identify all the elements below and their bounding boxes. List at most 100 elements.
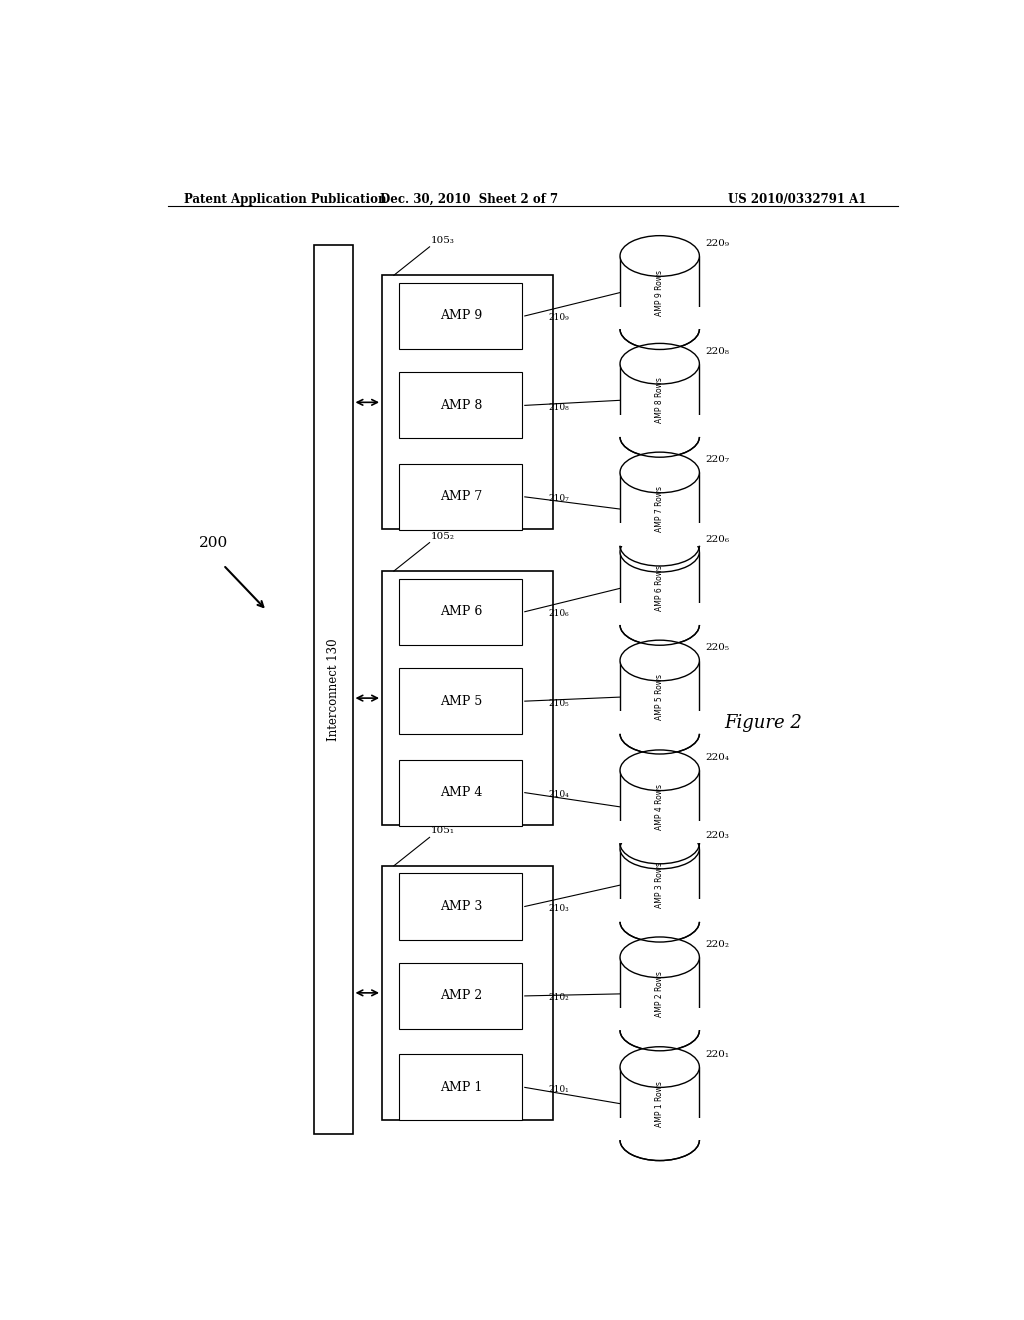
Text: AMP 3: AMP 3: [439, 900, 482, 913]
Text: AMP 1: AMP 1: [439, 1081, 482, 1094]
Text: 210₃: 210₃: [549, 904, 569, 913]
Bar: [620, 1067, 699, 1140]
Ellipse shape: [621, 750, 699, 791]
Text: 220₉: 220₉: [706, 239, 730, 248]
Bar: [314, 244, 352, 1134]
Ellipse shape: [621, 309, 699, 350]
Bar: [620, 364, 699, 437]
Point: [424, 239, 436, 255]
Text: 220₄: 220₄: [706, 754, 730, 762]
Bar: [399, 668, 522, 734]
Bar: [618, 523, 701, 545]
Ellipse shape: [621, 532, 699, 572]
Text: AMP 4 Rows: AMP 4 Rows: [655, 784, 665, 830]
Ellipse shape: [621, 828, 699, 869]
Point: [424, 829, 436, 845]
Bar: [620, 957, 699, 1031]
Ellipse shape: [621, 937, 699, 978]
Text: 220₆: 220₆: [706, 535, 730, 544]
Ellipse shape: [621, 824, 699, 863]
Text: Patent Application Publication: Patent Application Publication: [183, 193, 386, 206]
Line: 2 pts: 2 pts: [394, 837, 430, 866]
Ellipse shape: [621, 1047, 699, 1088]
Bar: [399, 463, 522, 529]
Point: [424, 535, 436, 550]
Text: 210₉: 210₉: [549, 313, 569, 322]
Bar: [399, 874, 522, 940]
Text: Dec. 30, 2010  Sheet 2 of 7: Dec. 30, 2010 Sheet 2 of 7: [380, 193, 558, 206]
Ellipse shape: [621, 713, 699, 754]
Bar: [620, 256, 699, 329]
Bar: [618, 306, 701, 329]
Text: 220₂: 220₂: [706, 940, 730, 949]
Text: AMP 2: AMP 2: [439, 990, 482, 1002]
Bar: [620, 849, 699, 921]
Bar: [399, 372, 522, 438]
Ellipse shape: [621, 525, 699, 566]
Text: 220₇: 220₇: [706, 455, 730, 465]
Bar: [382, 866, 553, 1119]
Bar: [382, 572, 553, 825]
Text: 220₁: 220₁: [706, 1049, 730, 1059]
Text: 220₃: 220₃: [706, 832, 730, 841]
Bar: [399, 962, 522, 1030]
Text: 105₁: 105₁: [430, 826, 455, 836]
Bar: [620, 771, 699, 843]
Bar: [618, 1008, 701, 1031]
Text: 210₁: 210₁: [549, 1085, 569, 1094]
Text: AMP 1 Rows: AMP 1 Rows: [655, 1081, 665, 1126]
Bar: [618, 899, 701, 921]
Bar: [618, 602, 701, 624]
Ellipse shape: [621, 902, 699, 942]
Text: 210₆: 210₆: [549, 610, 569, 618]
Ellipse shape: [621, 236, 699, 276]
Ellipse shape: [621, 343, 699, 384]
Point: [388, 858, 400, 874]
Bar: [382, 276, 553, 529]
Bar: [618, 1118, 701, 1140]
Text: US 2010/0332791 A1: US 2010/0332791 A1: [728, 193, 866, 206]
Text: 210₅: 210₅: [549, 698, 569, 708]
Text: 210₂: 210₂: [549, 994, 569, 1002]
Bar: [618, 711, 701, 734]
Text: 220₈: 220₈: [706, 347, 730, 355]
Bar: [399, 282, 522, 348]
Point: [388, 564, 400, 579]
Text: AMP 9: AMP 9: [439, 309, 482, 322]
Text: 200: 200: [200, 536, 228, 549]
Bar: [620, 552, 699, 624]
Text: AMP 2 Rows: AMP 2 Rows: [655, 972, 665, 1016]
Point: [388, 268, 400, 284]
Text: 105₃: 105₃: [430, 236, 455, 244]
Ellipse shape: [621, 1119, 699, 1160]
Text: Figure 2: Figure 2: [724, 714, 802, 731]
Text: 210₈: 210₈: [549, 403, 569, 412]
Ellipse shape: [621, 453, 699, 492]
Bar: [399, 578, 522, 644]
Bar: [618, 821, 701, 843]
Ellipse shape: [621, 1010, 699, 1051]
Text: 220₅: 220₅: [706, 643, 730, 652]
Text: AMP 8: AMP 8: [439, 399, 482, 412]
Text: Interconnect 130: Interconnect 130: [327, 638, 340, 741]
Text: AMP 6: AMP 6: [439, 605, 482, 618]
Bar: [620, 660, 699, 734]
Text: AMP 8 Rows: AMP 8 Rows: [655, 378, 665, 424]
Bar: [618, 414, 701, 437]
Line: 2 pts: 2 pts: [394, 247, 430, 276]
Text: AMP 7 Rows: AMP 7 Rows: [655, 486, 665, 532]
Bar: [399, 1055, 522, 1121]
Bar: [399, 759, 522, 826]
Text: AMP 3 Rows: AMP 3 Rows: [655, 862, 665, 908]
Ellipse shape: [621, 640, 699, 681]
Text: AMP 7: AMP 7: [439, 490, 482, 503]
Text: 210₇: 210₇: [549, 495, 569, 503]
Text: AMP 9 Rows: AMP 9 Rows: [655, 269, 665, 315]
Text: AMP 5: AMP 5: [439, 694, 482, 708]
Text: 105₂: 105₂: [430, 532, 455, 541]
Text: AMP 5 Rows: AMP 5 Rows: [655, 675, 665, 721]
Ellipse shape: [621, 417, 699, 457]
Text: 210₄: 210₄: [549, 791, 569, 799]
Ellipse shape: [621, 605, 699, 645]
Text: AMP 6 Rows: AMP 6 Rows: [655, 565, 665, 611]
